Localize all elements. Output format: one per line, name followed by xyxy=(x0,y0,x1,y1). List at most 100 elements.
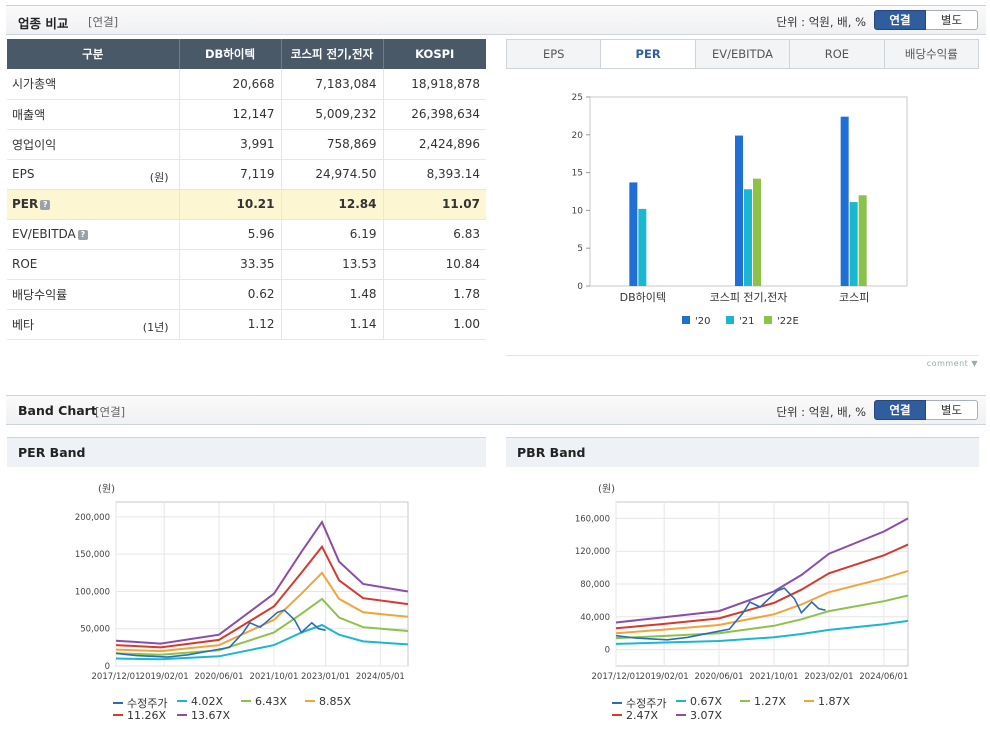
row-unit-note: (1년) xyxy=(142,320,169,334)
legend-item[interactable]: 6.43X xyxy=(241,695,287,708)
value-cell: 1.00 xyxy=(383,309,486,340)
toggle-consolidated[interactable]: 연결 xyxy=(874,10,926,30)
row-label: PER xyxy=(12,197,39,211)
legend-item[interactable]: 8.85X xyxy=(305,695,351,708)
pbr-band-panel-title: PBR Band xyxy=(506,437,979,467)
value-cell: 10.21 xyxy=(179,189,282,220)
per-band-chart: (원) 0 50,000 100,000 150,000 200,000 2017/12/0… xyxy=(75,483,409,682)
section-title: 업종 비교 xyxy=(18,16,69,31)
panel-title: PBR Band xyxy=(517,445,586,460)
table-row: 영업이익 3,991 758,869 2,424,896 xyxy=(7,129,486,160)
per-band-legend: 수정주가 4.02X 6.43X 8.85X 11.26X 13.67X xyxy=(113,695,413,731)
legend-swatch xyxy=(740,700,750,702)
legend-item[interactable]: 4.02X xyxy=(177,695,223,708)
value-cell: 7,183,084 xyxy=(281,69,384,100)
help-icon[interactable]: ? xyxy=(40,200,51,210)
help-icon[interactable]: ? xyxy=(77,230,88,240)
bar xyxy=(629,182,638,286)
table-row: 매출액 12,147 5,009,232 26,398,634 xyxy=(7,99,486,130)
value-cell: 2,424,896 xyxy=(383,129,486,160)
value-cell: 1.48 xyxy=(281,279,384,310)
legend-item[interactable]: 3.07X xyxy=(676,709,722,722)
x-category-label: 코스피 전기,전자 xyxy=(710,291,788,304)
pbr-band-legend: 수정주가 0.67X 1.27X 1.87X 2.47X 3.07X xyxy=(612,695,912,731)
x-tick-label: 2021/10/01 xyxy=(249,672,298,682)
legend-label: 1.27X xyxy=(754,695,787,708)
x-tick-label: 2019/02/01 xyxy=(640,672,689,682)
comment-toggle[interactable]: comment ▼ xyxy=(927,359,978,368)
legend-item[interactable]: 1.87X xyxy=(804,695,850,708)
value-cell: 10.84 xyxy=(383,249,486,280)
legend-swatch xyxy=(682,316,690,324)
legend-label: 8.85X xyxy=(319,695,352,708)
legend-swatch xyxy=(113,702,123,704)
y-tick-label: 15 xyxy=(572,169,583,179)
table-header-row: 구분 DB하이텍 코스피 전기,전자 KOSPI xyxy=(7,39,486,69)
band-line xyxy=(115,571,409,653)
column-header: KOSPI xyxy=(383,39,486,69)
tab-ev-ebitda[interactable]: EV/EBITDA xyxy=(696,40,791,68)
consolidated-label: [연결] xyxy=(88,15,119,29)
table-row: EV/EBITDA? 5.96 6.19 6.83 xyxy=(7,219,486,250)
toggle-separate[interactable]: 별도 xyxy=(926,400,978,420)
bar xyxy=(840,116,849,286)
row-label-cell: 영업이익 xyxy=(7,129,180,160)
legend-item[interactable]: 수정주가 xyxy=(612,695,666,711)
column-header: 구분 xyxy=(7,39,180,69)
table-row: 시가총액 20,668 7,183,084 18,918,878 xyxy=(7,69,486,100)
tab-per[interactable]: PER xyxy=(601,40,696,68)
y-tick-label: 40,000 xyxy=(580,613,610,623)
section-title: Band Chart xyxy=(18,403,97,418)
band-line xyxy=(115,597,409,656)
column-header: 코스피 전기,전자 xyxy=(281,39,384,69)
band-chart-header: Band Chart [연결] 단위 : 억원, 배, % 연결 별도 xyxy=(6,395,986,425)
tab-dividend-yield[interactable]: 배당수익률 xyxy=(904,47,958,61)
value-cell: 5.96 xyxy=(179,219,282,250)
row-label-cell: 시가총액 xyxy=(7,69,180,100)
y-unit-label: (원) xyxy=(98,483,115,495)
toggle-consolidated[interactable]: 연결 xyxy=(874,400,926,420)
legend-item[interactable]: 11.26X xyxy=(113,709,166,722)
x-tick-label: 2021/10/01 xyxy=(749,672,798,682)
legend-label: 4.02X xyxy=(191,695,224,708)
tab-eps[interactable]: EPS xyxy=(507,40,602,68)
unit-label: 단위 : 억원, 배, % xyxy=(776,15,866,29)
legend-label: 수정주가 xyxy=(127,697,168,710)
x-tick-label: 2017/12/01 xyxy=(592,672,641,682)
legend-label: '21 xyxy=(739,316,754,327)
legend-item[interactable]: 2.47X xyxy=(612,709,658,722)
y-tick-label: 10 xyxy=(572,206,584,216)
y-tick-label: 25 xyxy=(572,93,583,103)
band-line xyxy=(115,520,409,645)
legend-item[interactable]: 13.67X xyxy=(177,709,230,722)
x-tick-label: 2020/06/01 xyxy=(195,672,244,682)
value-cell: 12,147 xyxy=(179,99,282,130)
legend-item[interactable]: 수정주가 xyxy=(113,695,167,711)
y-tick-label: 0 xyxy=(105,662,110,672)
legend-swatch xyxy=(612,714,622,716)
x-tick-label: 2023/02/01 xyxy=(805,672,854,682)
pbr-band-chart: (원) 0 40,000 80,000 120,000 160,000 2017/12/01… xyxy=(575,483,909,682)
band-line xyxy=(615,619,909,645)
legend-swatch xyxy=(764,316,772,324)
band-line xyxy=(115,544,409,649)
value-cell: 11.07 xyxy=(383,189,486,220)
y-tick-label: 0 xyxy=(605,646,610,656)
legend-item[interactable]: 0.67X xyxy=(676,695,722,708)
legend-swatch xyxy=(726,316,734,324)
column-header: DB하이텍 xyxy=(179,39,282,69)
legend-item[interactable]: 1.27X xyxy=(740,695,786,708)
row-label: 베타 xyxy=(12,317,35,332)
legend-swatch xyxy=(676,700,686,702)
x-tick-label: 2023/01/01 xyxy=(301,672,350,682)
row-label-cell: 베타 (1년) xyxy=(7,309,180,340)
band-line xyxy=(615,569,909,635)
legend-label: 2.47X xyxy=(626,709,659,722)
tab-roe[interactable]: ROE xyxy=(790,40,885,68)
table-row: EPS (원) 7,119 24,974.50 8,393.14 xyxy=(7,159,486,190)
legend-swatch xyxy=(305,700,315,702)
per-band-panel-title: PER Band xyxy=(7,437,486,467)
y-tick-label: 80,000 xyxy=(580,580,610,590)
toggle-separate[interactable]: 별도 xyxy=(926,10,978,30)
x-tick-label: 2019/02/01 xyxy=(140,672,189,682)
